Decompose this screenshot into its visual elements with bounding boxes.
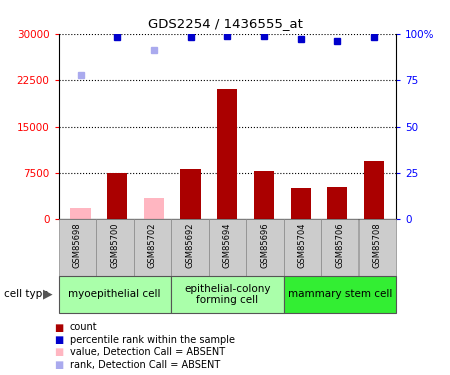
Text: percentile rank within the sample: percentile rank within the sample (70, 335, 235, 345)
Text: ■: ■ (54, 360, 63, 370)
Bar (327, 187, 347, 219)
Bar (208, 219, 246, 276)
Bar (254, 171, 274, 219)
Bar (134, 219, 171, 276)
Text: cell type: cell type (4, 290, 49, 299)
Bar (359, 219, 396, 276)
Text: value, Detection Call = ABSENT: value, Detection Call = ABSENT (70, 348, 225, 357)
Text: GSM85700: GSM85700 (110, 222, 119, 268)
Text: GSM85694: GSM85694 (223, 222, 232, 268)
Bar (321, 219, 359, 276)
Text: myoepithelial cell: myoepithelial cell (68, 290, 161, 299)
Bar (58, 276, 171, 313)
Text: count: count (70, 322, 97, 333)
Text: GSM85696: GSM85696 (260, 222, 269, 268)
Text: GSM85708: GSM85708 (373, 222, 382, 268)
Bar (70, 208, 90, 219)
Text: ■: ■ (54, 322, 63, 333)
Text: mammary stem cell: mammary stem cell (288, 290, 392, 299)
Bar (291, 188, 310, 219)
Bar (96, 219, 134, 276)
Bar (171, 219, 208, 276)
Bar (144, 198, 164, 219)
Text: GSM85698: GSM85698 (73, 222, 82, 268)
Bar (284, 276, 396, 313)
Text: ▶: ▶ (43, 288, 52, 301)
Bar (58, 219, 96, 276)
Text: rank, Detection Call = ABSENT: rank, Detection Call = ABSENT (70, 360, 220, 370)
Text: GSM85702: GSM85702 (148, 222, 157, 268)
Text: GSM85692: GSM85692 (185, 222, 194, 268)
Bar (284, 219, 321, 276)
Bar (364, 160, 384, 219)
Text: epithelial-colony
forming cell: epithelial-colony forming cell (184, 284, 270, 305)
Text: GSM85704: GSM85704 (298, 222, 307, 268)
Bar (180, 169, 201, 219)
Bar (217, 90, 237, 219)
Bar (171, 276, 284, 313)
Bar (107, 173, 127, 219)
Text: GSM85706: GSM85706 (335, 222, 344, 268)
Bar (246, 219, 284, 276)
Text: ■: ■ (54, 348, 63, 357)
Text: GDS2254 / 1436555_at: GDS2254 / 1436555_at (148, 17, 302, 30)
Text: ■: ■ (54, 335, 63, 345)
